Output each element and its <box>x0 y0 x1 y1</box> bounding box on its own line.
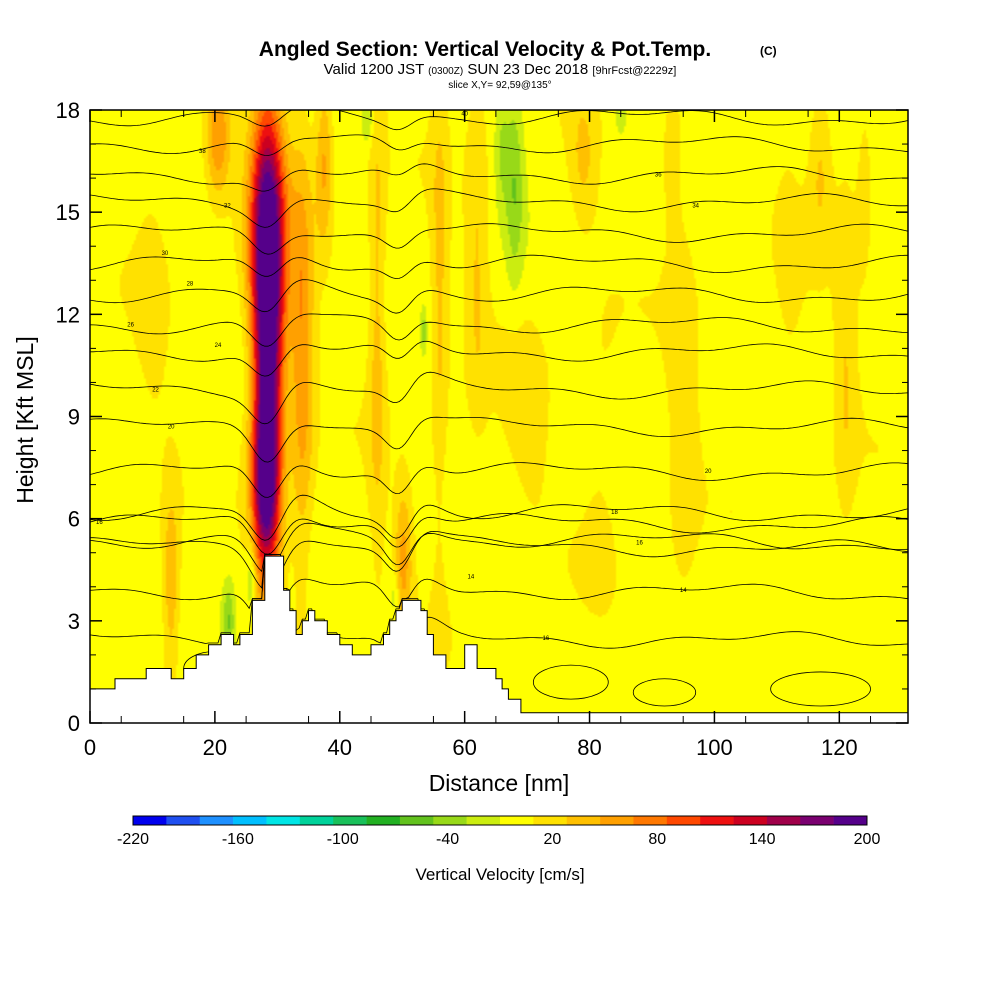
colorbar-label: 20 <box>544 831 562 848</box>
isentrope-line <box>90 512 908 555</box>
chart-title: Angled Section: Vertical Velocity & Pot.… <box>259 38 711 61</box>
colorbar-swatch <box>166 816 201 825</box>
isentrope-line <box>90 254 908 280</box>
colorbar-swatch <box>600 816 634 825</box>
colorbar-swatch <box>266 816 301 825</box>
colorbar-label: 200 <box>854 831 881 848</box>
plot-area: 161416141618202022242628303234363840 020… <box>56 98 909 760</box>
y-tick-label: 18 <box>56 98 80 123</box>
isentrope-label: 14 <box>468 575 475 581</box>
isentrope-line <box>90 494 908 541</box>
colorbar-swatch <box>199 816 234 825</box>
y-tick-label: 12 <box>56 302 80 327</box>
colorbar: -220 -160 -100 -40 20 80 140 200 <box>117 815 881 848</box>
isentrope-line <box>90 313 908 347</box>
isentrope-label: 38 <box>199 149 206 155</box>
y-tick-label: 9 <box>68 405 80 430</box>
colorbar-swatch <box>299 816 334 825</box>
colorbar-swatch <box>666 816 701 825</box>
y-tick-label: 15 <box>56 200 80 225</box>
y-tick-label: 0 <box>68 711 80 736</box>
isentrope-label: 32 <box>224 203 231 209</box>
terrain-mask <box>90 555 908 723</box>
colorbar-swatch <box>566 816 601 825</box>
isentrope-line <box>90 223 908 255</box>
colorbar-label: 140 <box>749 831 776 848</box>
x-tick-label: 120 <box>821 735 858 760</box>
colorbar-frame <box>132 815 868 826</box>
colorbar-swatch <box>633 816 668 825</box>
isentrope-label: 16 <box>96 520 103 526</box>
x-tick-label: 0 <box>84 735 96 760</box>
isentrope-line <box>90 188 908 228</box>
colorbar-swatch <box>733 816 768 825</box>
colorbar-label: -220 <box>117 831 149 848</box>
isentrope-line <box>90 462 908 498</box>
colorbar-swatch <box>366 816 401 825</box>
isentrope-line <box>770 671 871 707</box>
valid-line: Valid 1200 JST (0300Z) SUN 23 Dec 2018 [… <box>324 61 677 78</box>
isentrope-line <box>90 110 908 131</box>
colorbar-swatch <box>433 816 467 825</box>
colorbar-swatch <box>700 816 734 825</box>
isentrope-label: 24 <box>215 343 222 349</box>
x-tick-label: 40 <box>328 735 352 760</box>
slice-info: slice X,Y= 92,59@135° <box>448 80 551 91</box>
isentrope-line <box>90 522 908 573</box>
isentrope-line <box>90 530 908 589</box>
isentrope-line <box>90 279 908 314</box>
isentrope-label: 14 <box>680 588 687 594</box>
isentrope-line <box>90 554 908 610</box>
y-tick-label: 6 <box>68 507 80 532</box>
colorbar-swatch <box>500 816 534 825</box>
y-axis-title: Height [Kft MSL] <box>12 336 38 503</box>
isentrope-label: 20 <box>168 425 175 431</box>
colorbar-swatch <box>533 816 568 825</box>
y-tick-label: 3 <box>68 609 80 634</box>
isentrope-label: 16 <box>542 636 549 642</box>
isentrope-label: 26 <box>127 323 134 329</box>
isentrope-label: 30 <box>162 251 169 257</box>
colorbar-label: 80 <box>648 831 666 848</box>
x-tick-label: 80 <box>577 735 601 760</box>
colorbar-swatch <box>833 816 868 825</box>
chart-title-suffix: (C) <box>760 44 777 58</box>
colorbar-swatch <box>133 816 167 825</box>
isentrope-line <box>90 340 908 377</box>
colorbar-label: -40 <box>436 831 459 848</box>
colorbar-label: -160 <box>222 831 254 848</box>
colorbar-title: Vertical Velocity [cm/s] <box>415 865 584 884</box>
isentrope-line <box>90 554 908 649</box>
isentrope-label: 28 <box>187 282 194 288</box>
isentrope-label: 34 <box>692 203 699 209</box>
x-tick-label: 20 <box>203 735 227 760</box>
colorbar-label: -100 <box>327 831 359 848</box>
isentrope-line <box>90 163 908 192</box>
colorbar-swatch <box>399 816 434 825</box>
isentrope-label: 16 <box>636 541 643 547</box>
x-axis-title: Distance [nm] <box>429 770 570 796</box>
x-tick-label: 100 <box>696 735 733 760</box>
isentrope-label: 18 <box>611 510 618 516</box>
isentrope-label: 20 <box>705 469 712 475</box>
isentrope-line <box>90 371 908 425</box>
colorbar-swatch <box>333 816 367 825</box>
isentrope-label: 22 <box>152 387 159 393</box>
potential-temperature-contours: 161416141618202022242628303234363840 <box>90 110 908 707</box>
isentrope-line <box>90 416 908 463</box>
isentrope-line <box>90 134 908 156</box>
x-tick-label: 60 <box>452 735 476 760</box>
colorbar-swatch <box>766 816 801 825</box>
colorbar-swatch <box>800 816 834 825</box>
isentrope-line <box>632 678 697 707</box>
vertical-velocity-field <box>90 110 908 723</box>
isentrope-line <box>532 664 609 700</box>
colorbar-swatch <box>466 816 501 825</box>
isentrope-label: 36 <box>655 173 662 179</box>
colorbar-swatch <box>233 816 267 825</box>
